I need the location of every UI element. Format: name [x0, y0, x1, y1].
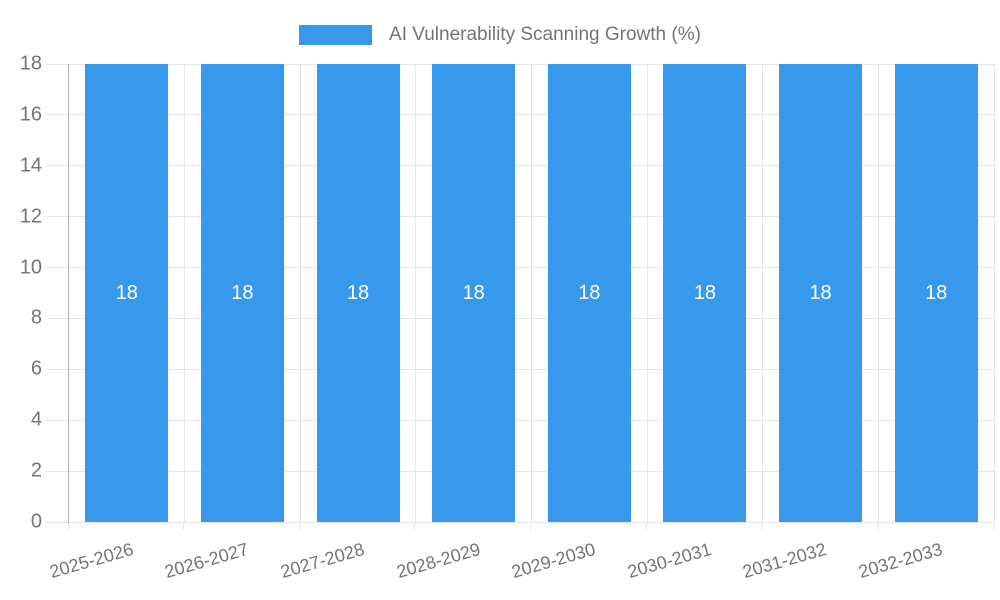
- gridline-vertical: [646, 64, 648, 522]
- bar-value-label: 18: [809, 282, 832, 304]
- legend-swatch: [299, 25, 373, 45]
- x-axis-tick: [761, 523, 763, 530]
- y-axis-tick-label: 10: [19, 256, 42, 279]
- y-axis-tick-label: 0: [30, 510, 42, 533]
- x-axis-tick: [530, 523, 531, 530]
- x-axis-category-label: 2029-2030: [509, 539, 598, 582]
- y-axis-tick: [46, 317, 68, 319]
- legend-item[interactable]: AI Vulnerability Scanning Growth (%): [0, 25, 1000, 45]
- y-axis-tick-label: 8: [30, 306, 42, 329]
- bar[interactable]: [432, 64, 516, 522]
- bar-value-label: 18: [346, 282, 370, 304]
- x-axis-category-label: 2027-2028: [278, 539, 367, 582]
- y-axis-tick: [46, 521, 68, 523]
- gridline-vertical: [415, 64, 417, 522]
- x-axis-tick: [876, 523, 878, 530]
- y-axis-tick-label: 4: [30, 408, 42, 431]
- y-axis-tick: [46, 114, 68, 116]
- x-axis-tick: [183, 523, 185, 530]
- bar-value-label: 18: [462, 282, 485, 304]
- bar-value-label: 18: [925, 282, 948, 304]
- legend-label: AI Vulnerability Scanning Growth (%): [389, 24, 701, 45]
- bar[interactable]: [85, 64, 169, 522]
- x-axis-category-label: 2030-2031: [625, 539, 714, 582]
- y-axis-tick-label: 14: [19, 154, 42, 177]
- plot-area: 18 18 18 18 18 18 18 18: [68, 63, 995, 523]
- bar[interactable]: [200, 64, 284, 522]
- bar-value-label: 18: [231, 282, 254, 304]
- y-axis-tick-label: 6: [30, 357, 42, 380]
- x-axis-category-label: 2031-2032: [740, 539, 830, 582]
- x-axis-category-label: 2025-2026: [47, 539, 136, 582]
- bar-value-label: 18: [693, 282, 717, 304]
- y-axis: 0 2 4 6 8 10 12 14 16 18: [0, 53, 68, 533]
- y-axis-tick-label: 2: [30, 459, 42, 482]
- bar[interactable]: [547, 64, 631, 522]
- x-axis-tick: [298, 523, 300, 530]
- x-axis-tick: [67, 523, 69, 530]
- gridline-vertical: [184, 64, 186, 522]
- bar[interactable]: [663, 64, 747, 522]
- x-axis-tick: [992, 523, 994, 530]
- y-axis-tick: [46, 63, 68, 65]
- bar[interactable]: [894, 64, 978, 522]
- y-axis-tick: [46, 419, 68, 421]
- bar-value-label: 18: [578, 282, 601, 304]
- y-axis-tick: [46, 368, 68, 370]
- gridline-vertical: [762, 64, 764, 522]
- y-axis-tick-label: 12: [19, 205, 42, 228]
- bar[interactable]: [316, 64, 400, 522]
- x-axis-tick: [645, 523, 647, 530]
- gridline-vertical: [299, 64, 301, 522]
- y-axis-tick-label: 18: [19, 52, 42, 75]
- y-axis-tick: [46, 267, 68, 269]
- y-axis-tick: [46, 470, 68, 472]
- gridline-vertical: [993, 64, 995, 522]
- gridline-vertical: [877, 64, 879, 522]
- y-axis-tick: [46, 216, 68, 218]
- bar-value-label: 18: [115, 282, 138, 304]
- x-axis: 2025-2026 2026-2027 2027-2028 2028-2029 2029…: [47, 523, 994, 600]
- x-axis-tick: [414, 523, 416, 530]
- y-axis-tick-label: 16: [19, 103, 42, 126]
- bar[interactable]: [779, 64, 863, 522]
- x-axis-category-label: 2032-2033: [856, 539, 945, 582]
- gridline-horizontal: [69, 521, 994, 523]
- x-axis-category-label: 2028-2029: [393, 539, 483, 582]
- x-axis-category-label: 2026-2027: [162, 539, 251, 582]
- gridline-vertical: [531, 64, 532, 522]
- y-axis-tick: [46, 165, 68, 167]
